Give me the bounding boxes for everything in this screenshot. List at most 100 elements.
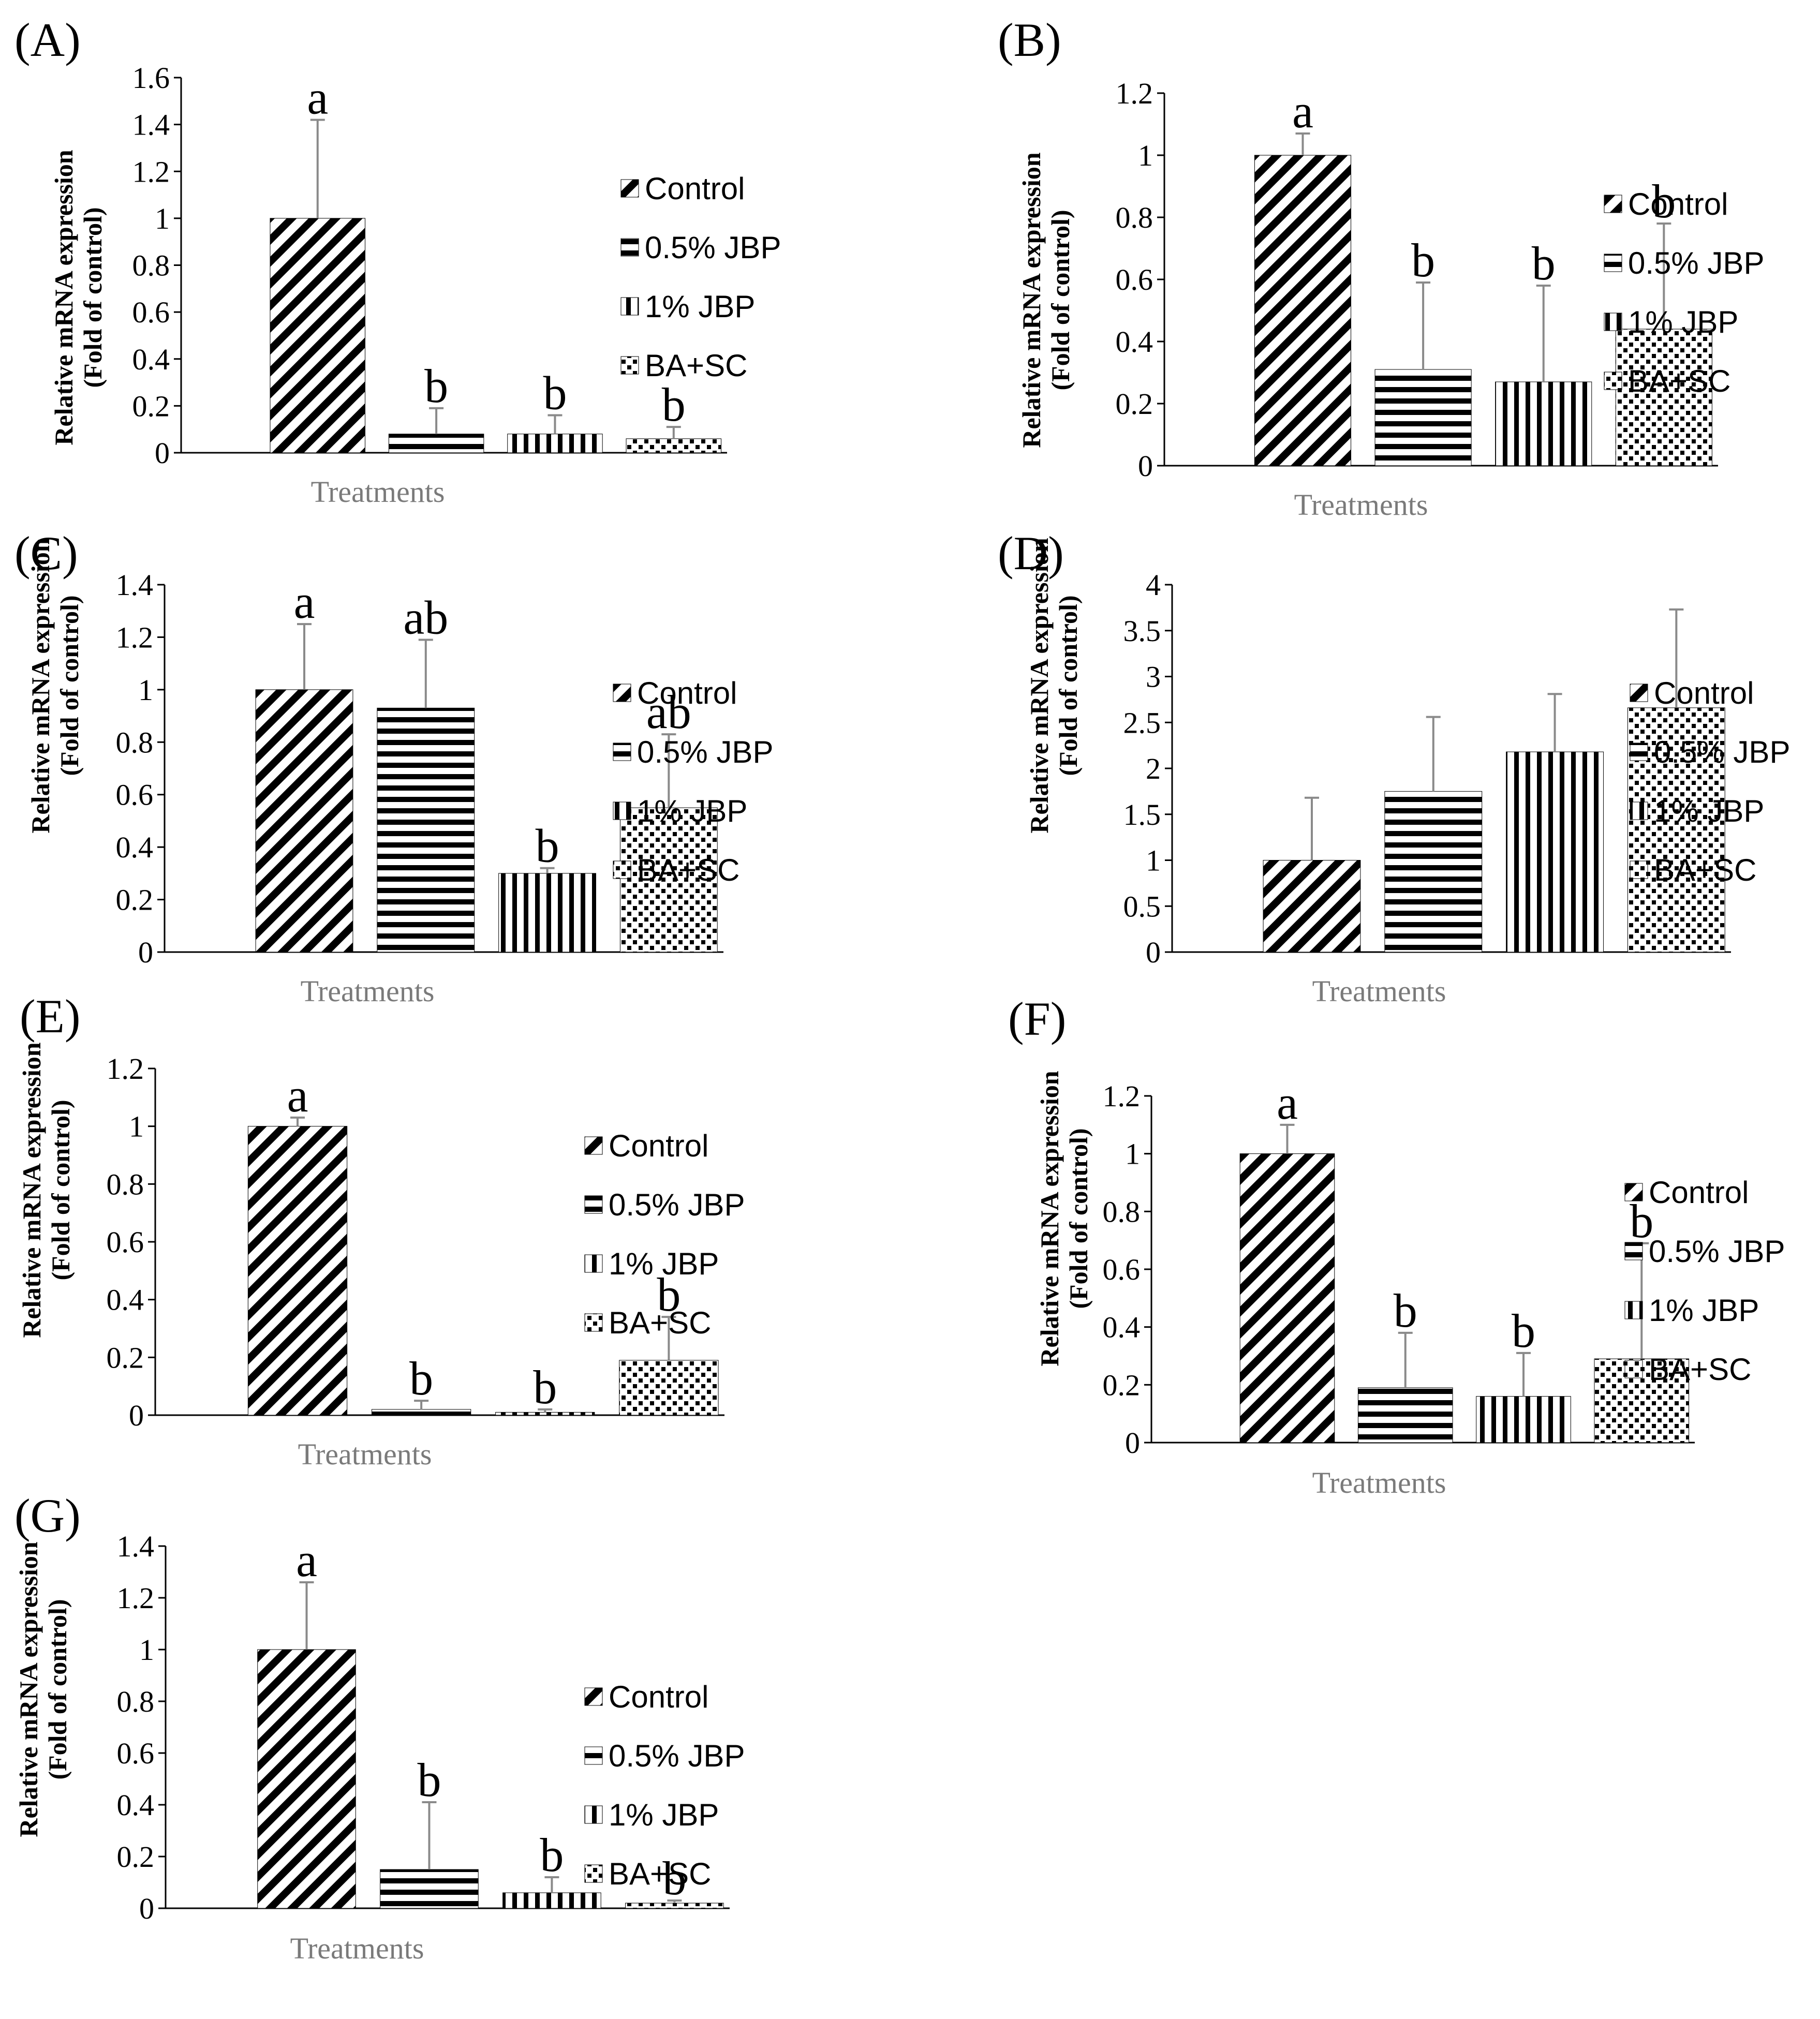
significance-label: a: [296, 1534, 317, 1586]
legend-swatch: [584, 1254, 603, 1273]
y-tick-label: 0.2: [116, 883, 154, 917]
legend-swatch: [584, 1687, 603, 1706]
y-tick-label: 0.6: [107, 1225, 144, 1259]
bar-jbp-1: [1506, 751, 1604, 953]
bar-jbp-05: [388, 434, 484, 453]
chart-panel-e: (E) 0 0.2 0.4 0.6 0.8 1 1.2 Relative mRNA expres…: [17, 990, 745, 1471]
y-axis-label: Relative mRNA expression(Fold of control…: [1017, 152, 1075, 448]
significance-label: b: [540, 1829, 564, 1881]
y-tick-label: 1: [1138, 139, 1153, 172]
bar-control: [255, 689, 353, 953]
panel-label: (G): [14, 1489, 81, 1542]
y-tick-label: 0.6: [1103, 1253, 1141, 1286]
significance-label: b: [1512, 1304, 1535, 1357]
y-tick-label: 0.6: [117, 1736, 155, 1770]
legend-swatch: [620, 238, 639, 257]
significance-label: a: [1277, 1076, 1298, 1129]
significance-label: b: [543, 367, 567, 420]
y-tick-label: 1: [129, 1110, 144, 1144]
legend-label: 1% JBP: [637, 794, 747, 828]
y-tick-label: 0.2: [1116, 387, 1153, 421]
significance-label: b: [533, 1361, 557, 1414]
y-tick-label: 1.2: [117, 1581, 155, 1615]
y-tick-label: 0: [139, 1892, 154, 1925]
legend-swatch: [584, 1805, 603, 1824]
legend-swatch: [613, 801, 631, 820]
panel-label: (A): [14, 13, 81, 66]
bar-control: [1239, 1153, 1335, 1443]
legend-label: Control: [1628, 187, 1728, 221]
legend-swatch: [1604, 372, 1622, 390]
chart-panel-b: (B) 0 0.2 0.4 0.6 0.8 1 1.2 Relative mRNA expres…: [998, 13, 1764, 522]
legend-swatch: [584, 1313, 603, 1332]
x-axis-label: Treatments: [298, 1437, 432, 1471]
legend-swatch: [584, 1746, 603, 1765]
y-tick-label: 0.8: [107, 1167, 144, 1201]
bar-jbp-1: [502, 1892, 601, 1909]
significance-label: b: [417, 1754, 441, 1806]
y-tick-label: 0.6: [116, 778, 154, 812]
y-axis-label: Relative mRNA expression(Fold of control…: [14, 1541, 72, 1837]
legend-swatch: [1624, 1183, 1643, 1201]
significance-label: b: [662, 378, 686, 431]
legend-label: BA+SC: [1649, 1352, 1751, 1387]
legend-label: Control: [609, 1129, 708, 1163]
legend-label: 0.5% JBP: [609, 1187, 745, 1222]
y-tick-label: 1: [1125, 1137, 1140, 1171]
y-tick-label: 0: [155, 436, 170, 470]
legend-swatch: [1630, 743, 1648, 761]
bar-jbp-05: [1374, 369, 1472, 466]
significance-label: b: [1411, 234, 1435, 287]
legend-swatch: [1624, 1242, 1643, 1260]
legend-label: 1% JBP: [1654, 794, 1764, 828]
legend-label: 0.5% JBP: [609, 1739, 745, 1773]
y-tick-label: 1: [139, 1633, 154, 1667]
y-tick-label: 0.4: [132, 343, 170, 376]
chart-panel-c: (C) 0 0.2 0.4 0.6 0.8 1 1.2 1.4 Relative mRNA exp…: [14, 527, 773, 1008]
significance-label: b: [1532, 237, 1556, 290]
y-axis-label: Relative mRNA expression(Fold of control…: [1025, 538, 1083, 833]
y-axis-label: Relative mRNA expression(Fold of control…: [17, 1042, 75, 1338]
y-tick-label: 0: [1146, 936, 1161, 969]
significance-label: b: [424, 360, 448, 412]
significance-label: a: [307, 71, 328, 124]
y-tick-label: 0.8: [132, 249, 170, 283]
legend-label: 1% JBP: [609, 1246, 719, 1281]
legend-swatch: [620, 356, 639, 375]
significance-label: b: [657, 1268, 680, 1321]
y-tick-label: 0: [138, 936, 153, 969]
y-tick-label: 0: [1138, 449, 1153, 483]
bar-jbp-1: [498, 873, 596, 953]
significance-label: b: [536, 820, 559, 872]
y-tick-label: 1.4: [132, 108, 170, 142]
legend-label: Control: [637, 676, 737, 710]
x-axis-label: Treatments: [1312, 974, 1446, 1008]
legend-label: Control: [645, 171, 745, 206]
bar-ba-sc: [619, 807, 718, 953]
y-tick-label: 3.5: [1123, 614, 1161, 648]
significance-label: b: [1652, 175, 1676, 228]
bar-jbp-1: [1495, 381, 1592, 466]
bar-jbp-05: [380, 1869, 479, 1909]
bar-control: [247, 1126, 348, 1416]
y-tick-label: 1: [138, 673, 153, 707]
significance-label: ab: [403, 591, 448, 644]
legend-label: 1% JBP: [609, 1798, 719, 1832]
bar-jbp-05: [1384, 791, 1483, 953]
x-axis-label: Treatments: [1312, 1466, 1446, 1500]
significance-label: b: [1394, 1284, 1417, 1337]
significance-label: b: [1630, 1195, 1653, 1248]
legend-label: 1% JBP: [1628, 305, 1738, 339]
y-axis-label: Relative mRNA expression(Fold of control…: [26, 538, 84, 833]
x-axis-label: Treatments: [311, 475, 445, 509]
x-axis-label: Treatments: [301, 974, 435, 1008]
legend-label: 0.5% JBP: [637, 735, 773, 769]
legend-label: 1% JBP: [1649, 1293, 1759, 1328]
chart-panel-d: (D) 0 0.5 1 1.5 2 2.5 3 3.5 4 Relative mRNA expres…: [998, 527, 1790, 1008]
legend-swatch: [1630, 801, 1648, 820]
legend-label: Control: [1649, 1175, 1749, 1210]
legend-label: BA+SC: [609, 1305, 711, 1340]
y-axis-label: Relative mRNA expression(Fold of control…: [1035, 1071, 1093, 1366]
y-tick-label: 0.2: [117, 1840, 155, 1874]
legend-swatch: [1624, 1301, 1643, 1319]
